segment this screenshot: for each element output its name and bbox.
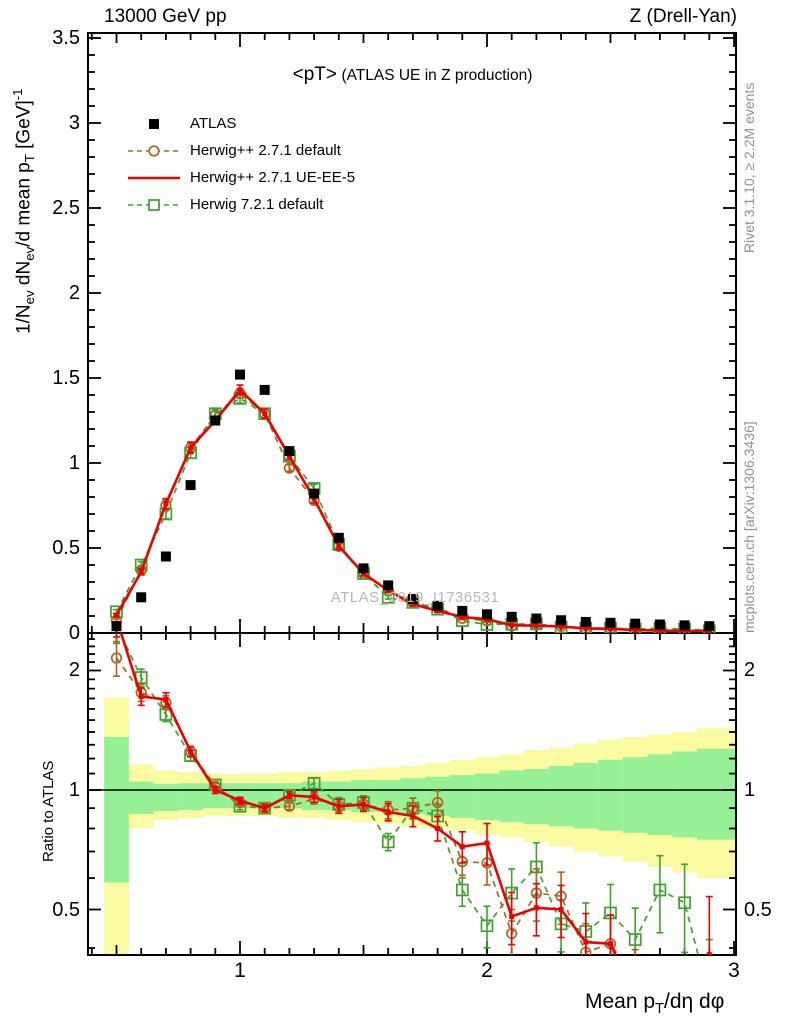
ratio-uncertainty-bands <box>104 697 736 955</box>
legend-label-herwigpp-default: Herwig++ 2.7.1 default <box>190 142 341 159</box>
tick-label-ymain-3: 3 <box>68 112 80 134</box>
rivet-version-credit: Rivet 3.1.10, ≥ 2.2M events <box>741 82 757 253</box>
herwigpp-ueee5-marker-icon <box>126 169 182 187</box>
tick-label-ymain-1.5: 1.5 <box>52 367 80 389</box>
legend-label-atlas: ATLAS <box>190 115 237 132</box>
herwig7-default-marker-icon <box>126 196 182 214</box>
tick-label-ymain-2: 2 <box>68 282 80 304</box>
tick-label-ymain-1: 1 <box>68 452 80 474</box>
plot-title: <pT> (ATLAS UE in Z production) <box>88 64 737 86</box>
beam-energy-label: 13000 GeV pp <box>104 6 227 27</box>
tick-label-x-2: 2 <box>481 959 493 982</box>
tick-label-yratio-left-2: 2 <box>68 659 80 682</box>
ratio-series-herwigpp_ueee5 <box>113 633 713 955</box>
legend-item-herwig7-default: Herwig 7.2.1 default <box>126 191 355 218</box>
legend-item-herwigpp-ueee5: Herwig++ 2.7.1 UE-EE-5 <box>126 164 355 191</box>
tick-label-ymain-3.5: 3.5 <box>52 27 80 49</box>
legend-item-herwigpp-default: Herwig++ 2.7.1 default <box>126 137 355 164</box>
tick-label-yratio-right-2: 2 <box>744 659 756 682</box>
tick-label-x-1: 1 <box>234 959 246 982</box>
process-label: Z (Drell-Yan) <box>629 6 737 27</box>
mcplots-credit: mcplots.cern.ch [arXiv:1306.3436] <box>741 421 757 633</box>
x-axis-label: Mean pT/dη dφ <box>585 990 725 1018</box>
atlas-data-marker-icon <box>126 115 182 133</box>
analysis-id-watermark: ATLAS_2019_I1736531 <box>330 589 500 606</box>
tick-label-yratio-right-1: 1 <box>744 779 756 801</box>
tick-label-ymain-2.5: 2.5 <box>52 197 80 219</box>
herwigpp-default-marker-icon <box>126 142 182 160</box>
tick-label-yratio-left-1: 1 <box>68 779 80 801</box>
tick-label-ymain-0.5: 0.5 <box>52 537 80 559</box>
legend-label-herwig7-default: Herwig 7.2.1 default <box>190 196 324 213</box>
main-series-atlas <box>111 369 715 632</box>
axis-ticks <box>88 33 736 955</box>
analysis-name: (ATLAS UE in Z production) <box>341 67 533 84</box>
legend: ATLAS Herwig++ 2.7.1 default Herwig++ 2.… <box>126 110 355 218</box>
tick-label-x-3: 3 <box>728 959 740 982</box>
y-axis-label-ratio: Ratio to ATLAS <box>40 760 57 862</box>
observable-name: <pT> <box>292 64 337 85</box>
tick-label-ymain-0: 0 <box>68 622 80 644</box>
tick-label-yratio-left-0.5: 0.5 <box>52 898 80 921</box>
legend-item-atlas: ATLAS <box>126 110 355 137</box>
legend-label-herwigpp-ueee5: Herwig++ 2.7.1 UE-EE-5 <box>190 169 356 186</box>
tick-label-yratio-right-0.5: 0.5 <box>744 898 772 921</box>
